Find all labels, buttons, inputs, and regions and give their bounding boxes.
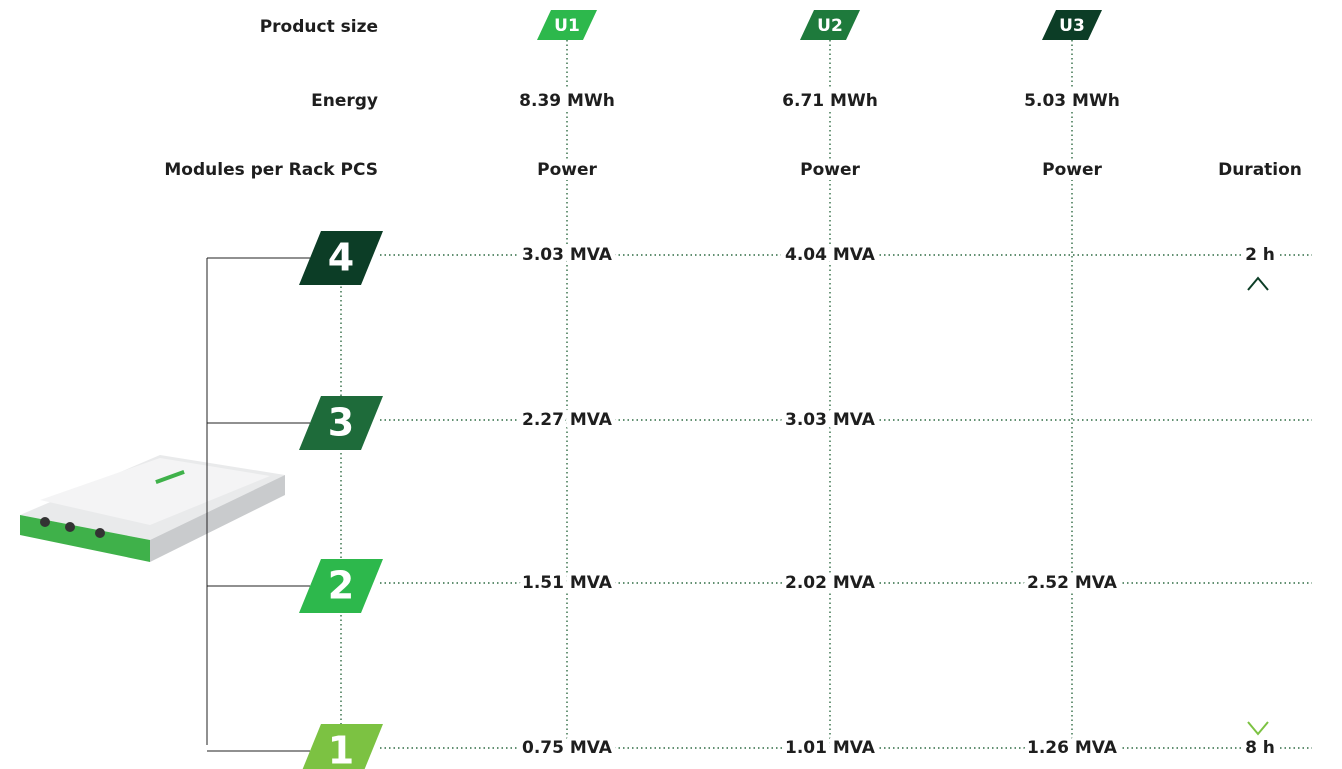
power-value: 1.26 MVA	[1027, 738, 1118, 758]
content: Product size Energy Modules per Rack PCS U1…	[164, 10, 1302, 769]
duration-arrow	[1248, 278, 1268, 734]
dotted-guides	[341, 40, 1312, 748]
module-count: 1	[328, 729, 354, 769]
power-header: Power	[1042, 160, 1102, 180]
module-count: 2	[328, 564, 354, 608]
row-label: Modules per Rack PCS	[164, 160, 378, 180]
energy-value: 6.71 MWh	[782, 91, 878, 111]
power-value: 3.03 MVA	[522, 245, 613, 265]
row-label: Energy	[311, 91, 378, 111]
power-value: 2.02 MVA	[785, 573, 876, 593]
product-image	[20, 455, 285, 562]
power-value: 1.01 MVA	[785, 738, 876, 758]
power-value: 1.51 MVA	[522, 573, 613, 593]
size-label: U3	[1059, 16, 1085, 36]
power-value: 3.03 MVA	[785, 410, 876, 430]
power-value: 2.52 MVA	[1027, 573, 1118, 593]
size-label: U1	[554, 16, 580, 36]
power-value: 0.75 MVA	[522, 738, 613, 758]
configuration-diagram: Product size Energy Modules per Rack PCS U1…	[0, 0, 1342, 769]
row-label: Product size	[260, 17, 378, 37]
duration-value: 2 h	[1245, 245, 1275, 265]
module-count: 4	[328, 236, 354, 280]
power-value: 4.04 MVA	[785, 245, 876, 265]
size-label: U2	[817, 16, 843, 36]
duration-header: Duration	[1218, 160, 1302, 180]
power-header: Power	[537, 160, 597, 180]
power-header: Power	[800, 160, 860, 180]
energy-value: 5.03 MWh	[1024, 91, 1120, 111]
power-value: 2.27 MVA	[522, 410, 613, 430]
energy-value: 8.39 MWh	[519, 91, 615, 111]
module-count: 3	[328, 401, 354, 445]
duration-value: 8 h	[1245, 738, 1275, 758]
